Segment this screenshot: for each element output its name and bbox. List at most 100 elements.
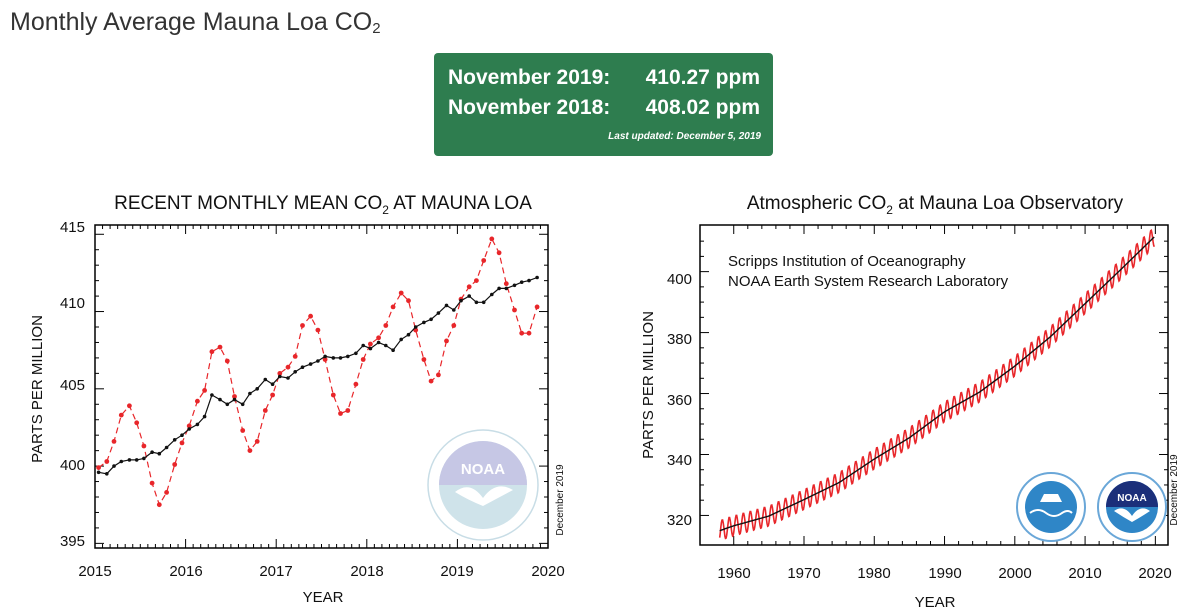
- data-point: [164, 490, 170, 495]
- series-line-monthly: [718, 228, 1155, 540]
- data-point: [512, 307, 517, 313]
- y-tick-label: 400: [667, 271, 692, 288]
- recent-monthly-co2-chart: RECENT MONTHLY MEAN CO2 AT MAUNA LOA 395…: [29, 193, 566, 606]
- last-updated-note: Last updated: December 5, 2019: [608, 131, 761, 142]
- noaa-logo: NOAA: [1097, 472, 1167, 542]
- data-point: [519, 330, 525, 336]
- x-tick-labels: 2015 2016 2017 2018 2019 2020: [78, 563, 564, 580]
- data-point: [134, 458, 139, 462]
- data-point: [96, 470, 101, 475]
- data-point: [422, 320, 426, 325]
- page-title: Monthly Average Mauna Loa CO2: [10, 8, 381, 37]
- y-tick-labels: 320 340 360 380 400: [667, 271, 692, 529]
- data-point: [474, 278, 479, 283]
- y-tick-label: 380: [667, 331, 692, 348]
- data-point: [292, 354, 298, 359]
- data-point: [209, 349, 215, 355]
- data-point: [172, 438, 177, 442]
- x-tick-labels: 1960 1970 1980 1990 2000 2010 2020: [717, 565, 1171, 582]
- data-point: [390, 304, 396, 310]
- chart-title-main: Atmospheric CO: [747, 193, 886, 214]
- x-tick-label: 2020: [531, 563, 564, 580]
- data-point: [512, 283, 517, 288]
- data-point: [354, 351, 358, 356]
- data-point: [331, 356, 336, 360]
- x-tick-label: 1960: [717, 565, 750, 582]
- data-point: [278, 374, 282, 379]
- data-point: [316, 359, 320, 363]
- data-point: [428, 378, 434, 384]
- latest-reading-row: November 2019: 410.27 ppm: [448, 66, 760, 96]
- data-point: [406, 298, 411, 304]
- y-axis-label: PARTS PER MILLION: [640, 311, 657, 459]
- data-point: [232, 397, 237, 402]
- previous-year-row: November 2018: 408.02 ppm: [448, 96, 760, 126]
- previous-year-value: 408.02 ppm: [645, 96, 760, 119]
- data-point: [535, 275, 539, 280]
- data-point: [346, 354, 350, 359]
- previous-year-label: November 2018:: [448, 96, 611, 119]
- data-point: [157, 451, 162, 456]
- y-tick-labels: 395 400 405 410 415: [60, 219, 85, 550]
- data-point: [353, 381, 359, 387]
- data-point: [224, 358, 230, 364]
- ship-icon: [1040, 494, 1062, 502]
- data-point: [255, 387, 259, 391]
- data-point: [436, 311, 441, 315]
- data-point: [315, 327, 321, 333]
- data-point: [277, 371, 283, 376]
- data-point: [300, 365, 305, 369]
- data-point: [210, 393, 214, 397]
- y-tick-label: 415: [60, 219, 85, 236]
- data-point: [270, 392, 275, 398]
- chart-title-end: at Mauna Loa Observatory: [893, 193, 1124, 214]
- data-point: [490, 292, 494, 297]
- data-point: [413, 325, 418, 329]
- data-point: [104, 459, 110, 464]
- x-tick-label: 2010: [1068, 565, 1101, 582]
- data-point: [489, 236, 495, 242]
- data-point: [247, 448, 253, 453]
- data-point: [225, 402, 230, 407]
- y-tick-label: 395: [60, 533, 85, 550]
- data-point: [399, 337, 404, 342]
- wave-icon: [1029, 509, 1073, 517]
- y-tick-label: 360: [667, 392, 692, 409]
- data-point: [105, 472, 109, 476]
- data-point: [263, 377, 268, 382]
- chart-title-subscript: 2: [886, 203, 893, 217]
- axis-ticks: [700, 225, 1168, 545]
- chart-title-end: AT MAUNA LOA: [389, 193, 532, 214]
- data-point: [202, 414, 207, 419]
- data-point: [156, 502, 162, 508]
- data-point: [240, 428, 246, 433]
- data-point: [444, 338, 449, 344]
- chart-title: RECENT MONTHLY MEAN CO2 AT MAUNA LOA: [114, 193, 532, 217]
- series-layer: [96, 236, 540, 508]
- data-point: [195, 422, 200, 427]
- data-point: [451, 323, 457, 328]
- y-tick-label: 405: [60, 377, 85, 394]
- data-point: [134, 420, 140, 426]
- data-point: [429, 317, 433, 322]
- data-point: [293, 370, 298, 374]
- data-point: [368, 346, 373, 351]
- data-point: [112, 464, 116, 468]
- x-tick-label: 2020: [1138, 565, 1171, 582]
- data-point: [285, 364, 291, 370]
- gull-icon: [455, 486, 513, 506]
- data-point: [126, 403, 132, 409]
- data-point: [308, 362, 313, 366]
- data-point: [504, 286, 509, 291]
- data-point: [406, 332, 411, 337]
- x-tick-label: 1980: [857, 565, 890, 582]
- data-point: [180, 433, 184, 437]
- data-point: [111, 439, 117, 444]
- scripps-logo: [1016, 472, 1086, 542]
- latest-month-label: November 2019:: [448, 66, 611, 89]
- data-point: [497, 286, 501, 291]
- x-tick-label: 2000: [998, 565, 1031, 582]
- data-point: [519, 280, 524, 284]
- data-point: [466, 284, 472, 290]
- data-point: [150, 450, 154, 455]
